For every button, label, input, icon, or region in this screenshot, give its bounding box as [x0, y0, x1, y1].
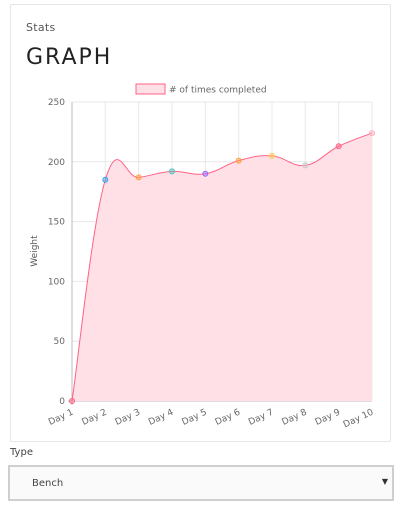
data-point[interactable]	[135, 174, 142, 181]
y-axis-label: Weight	[30, 235, 40, 267]
y-tick-label: 0	[59, 397, 65, 407]
x-tick-label: Day 2	[80, 408, 108, 428]
data-point[interactable]	[335, 143, 342, 150]
data-point[interactable]	[302, 162, 309, 169]
series-area	[72, 133, 372, 401]
data-point[interactable]	[235, 157, 242, 164]
legend[interactable]: # of times completed	[135, 83, 267, 96]
legend-label[interactable]: # of times completed	[169, 86, 267, 96]
x-tick-label: Day 6	[214, 408, 242, 428]
x-tick-label: Day 10	[342, 408, 376, 431]
y-axis-ticks: 0 50 100 150 200 250	[48, 98, 65, 407]
data-point[interactable]	[169, 168, 175, 175]
x-tick-label: Day 5	[180, 408, 208, 428]
legend-swatch[interactable]	[135, 83, 166, 95]
type-select[interactable]: Bench ▼	[8, 465, 394, 501]
data-point[interactable]	[269, 152, 275, 159]
chart-points	[69, 130, 375, 404]
y-tick-label: 100	[48, 277, 65, 287]
y-tick-label: 50	[54, 337, 66, 347]
type-select-value: Bench	[32, 478, 64, 489]
x-tick-label: Day 1	[47, 408, 75, 428]
x-tick-label: Day 4	[147, 408, 175, 428]
x-tick-label: Day 8	[280, 408, 308, 428]
series-line	[71, 132, 373, 402]
card-label: Stats	[26, 21, 56, 34]
data-point[interactable]	[369, 130, 375, 137]
x-tick-label: Day 9	[314, 408, 342, 428]
x-axis-ticks: Day 1 Day 2 Day 3 Day 4 Day 5 Day 6 Day 7 Day 8…	[47, 408, 375, 431]
y-tick-label: 200	[48, 158, 65, 168]
x-tick-label: Day 7	[247, 408, 275, 428]
x-tick-label: Day 3	[114, 408, 142, 428]
card-title: GRAPH	[26, 45, 113, 70]
y-tick-label: 250	[48, 98, 65, 108]
y-tick-label: 150	[48, 218, 65, 228]
data-point[interactable]	[102, 176, 109, 183]
chevron-down-icon: ▼	[381, 477, 388, 486]
type-label: Type	[10, 447, 33, 458]
data-point[interactable]	[69, 398, 75, 404]
data-point[interactable]	[202, 170, 209, 177]
